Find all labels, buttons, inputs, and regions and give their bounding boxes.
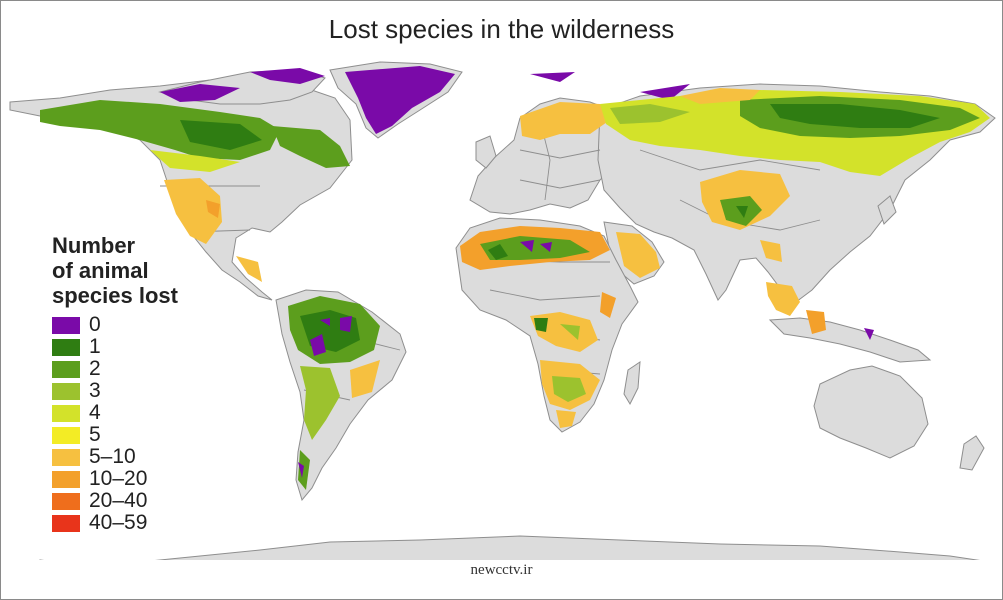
legend-swatch — [52, 316, 80, 334]
legend-swatch — [52, 448, 80, 466]
legend-swatch — [52, 360, 80, 378]
legend-item: 4 — [52, 401, 178, 424]
legend-label: 1 — [89, 335, 101, 358]
japan — [877, 195, 897, 225]
legend-item: 10–20 — [52, 467, 178, 490]
watermark: newcctv.ir — [470, 562, 533, 578]
legend-swatch — [52, 492, 80, 510]
legend-item: 5 — [52, 423, 178, 446]
species-loss-overlay — [40, 66, 990, 490]
legend-label: 2 — [89, 357, 101, 380]
legend-swatch — [52, 470, 80, 488]
legend-swatch — [52, 426, 80, 444]
legend-title: Number of animal species lost — [52, 233, 178, 308]
legend-item: 20–40 — [52, 489, 178, 512]
se-asia-islands — [768, 317, 932, 363]
legend-label: 20–40 — [89, 489, 148, 512]
legend-label: 40–59 — [89, 511, 148, 534]
legend-title-line: Number — [52, 233, 136, 258]
legend-item: 40–59 — [52, 511, 178, 534]
legend-item: 0 — [52, 313, 178, 336]
legend-label: 4 — [89, 401, 101, 424]
world-map — [9, 61, 996, 560]
legend-label: 5–10 — [89, 445, 136, 468]
legend-swatch — [52, 514, 80, 532]
legend-item: 2 — [52, 357, 178, 380]
legend-item: 1 — [52, 335, 178, 358]
legend-label: 10–20 — [89, 467, 148, 490]
madagascar — [623, 361, 641, 406]
legend-title-line: of animal — [52, 258, 149, 283]
legend: Number of animal species lost 0 1 2 3 4 … — [52, 233, 178, 534]
legend-label: 0 — [89, 313, 101, 336]
australia — [813, 365, 929, 459]
legend-swatch — [52, 404, 80, 422]
legend-label: 5 — [89, 423, 101, 446]
legend-item: 3 — [52, 379, 178, 402]
antarctica — [39, 535, 981, 560]
map-title: Lost species in the wilderness — [328, 14, 675, 44]
legend-swatch — [52, 382, 80, 400]
legend-item: 5–10 — [52, 445, 178, 468]
legend-swatch — [52, 338, 80, 356]
legend-label: 3 — [89, 379, 101, 402]
british-isles — [475, 135, 497, 169]
legend-title-line: species lost — [52, 283, 178, 308]
new-zealand — [959, 435, 985, 471]
